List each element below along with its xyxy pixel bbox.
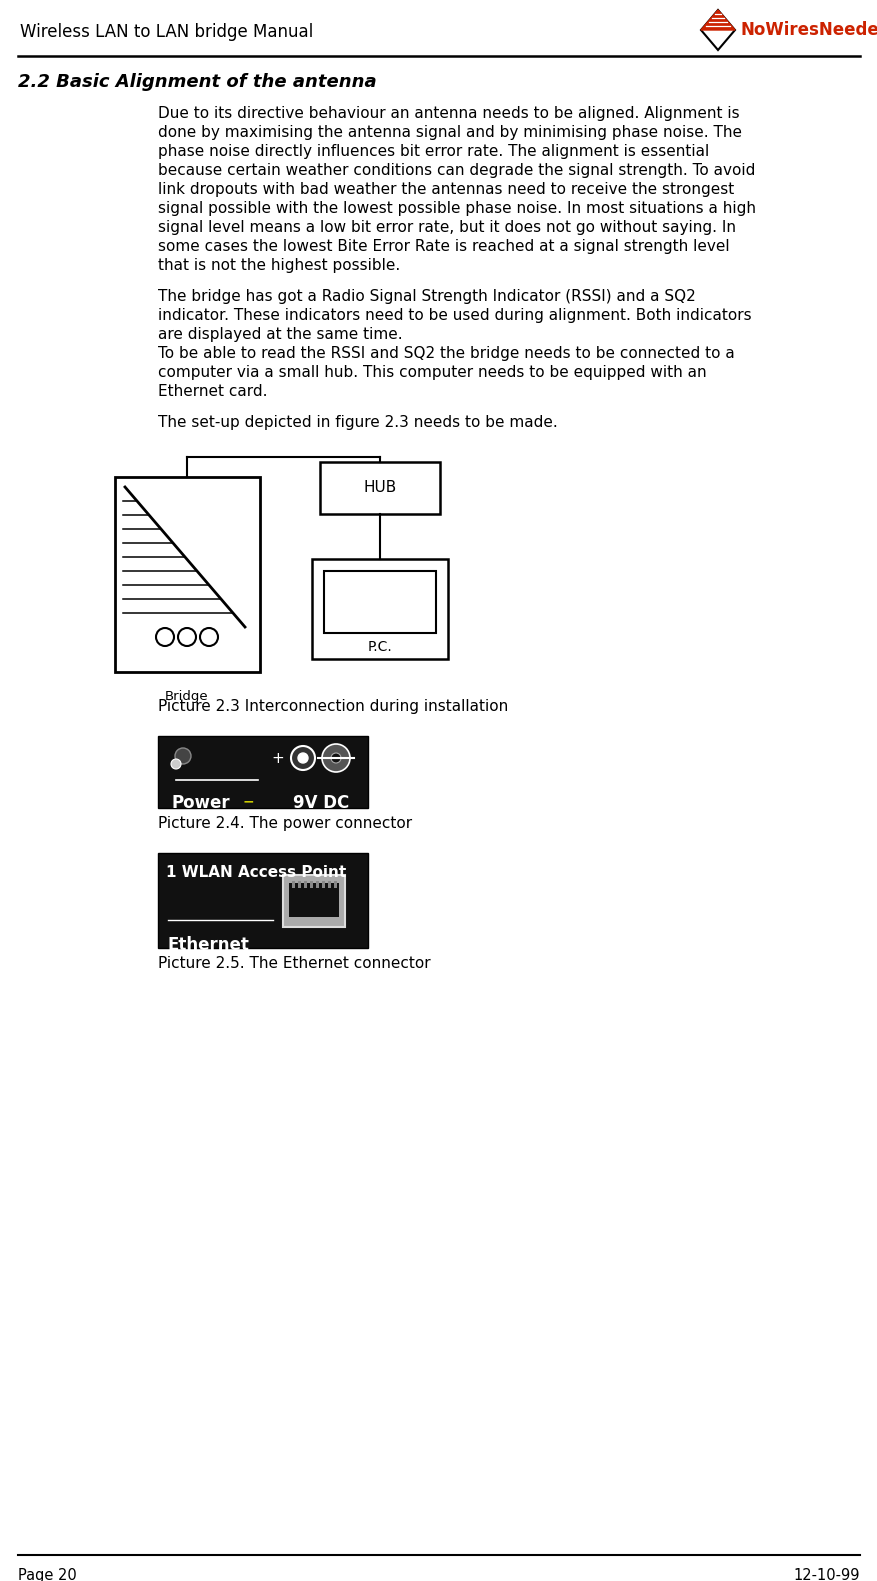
Bar [303, 881, 307, 889]
Text: −: − [242, 794, 253, 808]
Text: Power: Power [172, 794, 231, 813]
Text: The set-up depicted in figure 2.3 needs to be made.: The set-up depicted in figure 2.3 needs … [158, 414, 557, 430]
Bar [289, 884, 339, 917]
Polygon shape [700, 9, 734, 51]
Text: link dropouts with bad weather the antennas need to receive the strongest: link dropouts with bad weather the anten… [158, 182, 733, 198]
Text: Ethernet: Ethernet [168, 936, 250, 953]
Bar [115, 477, 260, 672]
Text: Bridge: Bridge [165, 689, 209, 704]
Bar [158, 854, 367, 949]
Bar [158, 737, 367, 808]
Text: that is not the highest possible.: that is not the highest possible. [158, 258, 400, 274]
Text: computer via a small hub. This computer needs to be equipped with an: computer via a small hub. This computer … [158, 365, 706, 379]
Bar [328, 881, 332, 889]
Circle shape [156, 628, 174, 647]
Text: 1 WLAN Access Point: 1 WLAN Access Point [166, 865, 346, 881]
Text: NoWiresNeeded: NoWiresNeeded [740, 21, 877, 40]
Bar [297, 881, 301, 889]
Text: P.C.: P.C. [367, 640, 392, 655]
Text: Picture 2.4. The power connector: Picture 2.4. The power connector [158, 816, 411, 832]
Circle shape [178, 628, 196, 647]
Text: indicator. These indicators need to be used during alignment. Both indicators: indicator. These indicators need to be u… [158, 308, 751, 323]
Bar [333, 881, 337, 889]
Text: +: + [271, 751, 284, 767]
Text: To be able to read the RSSI and SQ2 the bridge needs to be connected to a: To be able to read the RSSI and SQ2 the … [158, 346, 734, 360]
Bar [324, 571, 436, 632]
Text: 12-10-99: 12-10-99 [793, 1568, 859, 1581]
Circle shape [290, 746, 315, 770]
Circle shape [171, 759, 181, 768]
Circle shape [200, 628, 217, 647]
Text: are displayed at the same time.: are displayed at the same time. [158, 327, 403, 341]
Text: because certain weather conditions can degrade the signal strength. To avoid: because certain weather conditions can d… [158, 163, 754, 179]
Circle shape [297, 753, 308, 764]
Text: some cases the lowest Bite Error Rate is reached at a signal strength level: some cases the lowest Bite Error Rate is… [158, 239, 729, 255]
Bar [311, 560, 447, 659]
Text: done by maximising the antenna signal and by minimising phase noise. The: done by maximising the antenna signal an… [158, 125, 741, 141]
Text: phase noise directly influences bit error rate. The alignment is essential: phase noise directly influences bit erro… [158, 144, 709, 160]
Polygon shape [700, 9, 734, 30]
Bar [282, 874, 345, 926]
Bar [322, 881, 325, 889]
Bar [316, 881, 319, 889]
Bar [292, 881, 296, 889]
Bar [319, 462, 439, 514]
Text: Wireless LAN to LAN bridge Manual: Wireless LAN to LAN bridge Manual [20, 24, 313, 41]
Circle shape [331, 753, 340, 764]
Text: 9V DC: 9V DC [293, 794, 349, 813]
Text: Due to its directive behaviour an antenna needs to be aligned. Alignment is: Due to its directive behaviour an antenn… [158, 106, 738, 122]
Text: 2.2 Basic Alignment of the antenna: 2.2 Basic Alignment of the antenna [18, 73, 376, 92]
Circle shape [175, 748, 191, 764]
Text: Picture 2.3 Interconnection during installation: Picture 2.3 Interconnection during insta… [158, 699, 508, 715]
Text: signal level means a low bit error rate, but it does not go without saying. In: signal level means a low bit error rate,… [158, 220, 735, 236]
Text: Ethernet card.: Ethernet card. [158, 384, 267, 398]
Text: The bridge has got a Radio Signal Strength Indicator (RSSI) and a SQ2: The bridge has got a Radio Signal Streng… [158, 289, 695, 304]
Text: Page 20: Page 20 [18, 1568, 76, 1581]
Bar [310, 881, 313, 889]
Text: HUB: HUB [363, 481, 396, 495]
Circle shape [322, 745, 350, 772]
Text: signal possible with the lowest possible phase noise. In most situations a high: signal possible with the lowest possible… [158, 201, 755, 217]
Text: Picture 2.5. The Ethernet connector: Picture 2.5. The Ethernet connector [158, 957, 430, 971]
